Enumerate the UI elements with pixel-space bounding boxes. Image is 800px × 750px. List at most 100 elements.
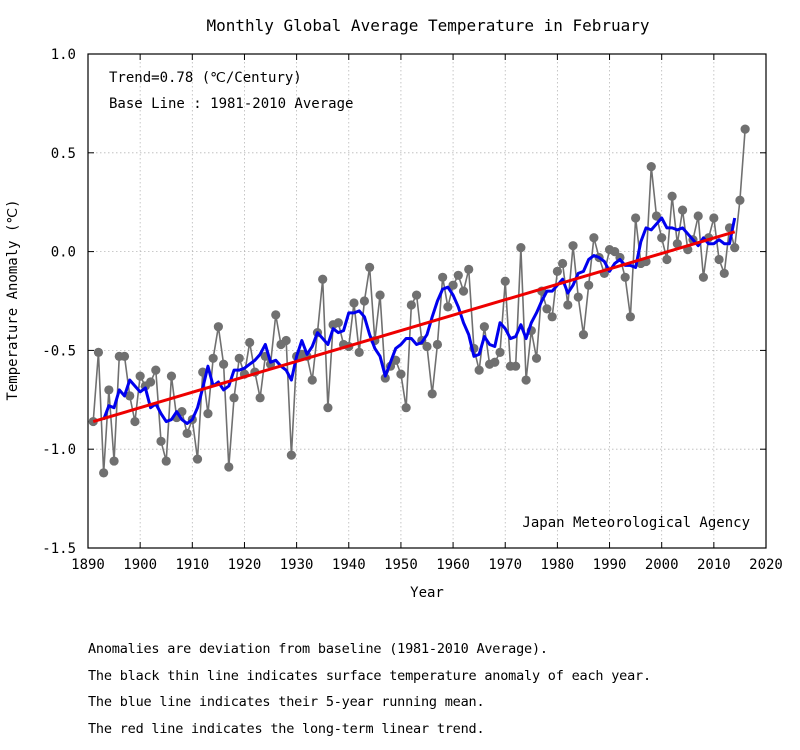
data-point xyxy=(229,393,239,403)
data-point xyxy=(271,310,281,320)
y-axis-ticks: 1.0 0.5 0.0 -0.5 -1.0 -1.5 xyxy=(42,47,766,557)
data-point xyxy=(93,347,104,357)
data-point xyxy=(578,329,589,340)
data-point xyxy=(698,272,709,282)
data-point xyxy=(219,359,229,369)
data-point xyxy=(130,416,140,427)
data-point xyxy=(208,353,218,363)
data-point xyxy=(558,258,568,269)
x-tick-label: 2020 xyxy=(749,557,783,573)
data-point xyxy=(151,365,161,375)
x-tick-label: 1900 xyxy=(123,557,157,573)
data-point xyxy=(474,365,484,375)
annotation-baseline: Base Line : 1981-2010 Average xyxy=(109,96,353,112)
data-point xyxy=(610,247,620,257)
x-tick-label: 1910 xyxy=(175,557,209,573)
data-point xyxy=(552,266,562,276)
data-point xyxy=(672,239,682,249)
annotation-trend: Trend=0.78 (℃/Century) xyxy=(109,70,302,86)
x-tick-label: 1920 xyxy=(228,557,262,573)
data-point xyxy=(125,391,135,401)
data-point xyxy=(349,298,359,308)
data-point xyxy=(531,353,542,363)
data-point xyxy=(213,322,223,332)
data-point xyxy=(677,205,688,215)
grid-lines xyxy=(88,54,766,548)
data-point xyxy=(657,233,667,243)
data-point xyxy=(563,300,573,310)
data-point xyxy=(99,468,109,478)
annual-anomaly-series xyxy=(88,124,750,478)
data-point xyxy=(443,302,453,312)
y-tick-label: -0.5 xyxy=(42,343,76,359)
y-tick-label: 0.0 xyxy=(51,245,76,261)
x-tick-label: 1960 xyxy=(436,557,470,573)
annotation-source: Japan Meteorological Agency xyxy=(522,515,750,531)
data-point xyxy=(464,264,474,274)
data-point xyxy=(318,274,328,284)
x-tick-label: 1940 xyxy=(332,557,366,573)
y-tick-label: 0.5 xyxy=(51,146,76,162)
data-point xyxy=(104,385,114,395)
data-point xyxy=(495,347,505,357)
data-point xyxy=(458,286,469,296)
data-point xyxy=(224,462,234,472)
data-point xyxy=(568,241,578,251)
data-point xyxy=(192,454,203,464)
x-tick-label: 2010 xyxy=(697,557,731,573)
x-tick-label: 1890 xyxy=(71,557,105,573)
data-point xyxy=(375,290,385,300)
data-point xyxy=(401,403,411,413)
data-point xyxy=(542,304,552,314)
data-point xyxy=(589,233,599,243)
data-point xyxy=(427,389,437,399)
data-point xyxy=(166,371,177,381)
data-point xyxy=(234,353,244,363)
plot-frame xyxy=(87,53,767,549)
data-point xyxy=(286,450,296,460)
data-point xyxy=(365,262,375,273)
running-mean-series xyxy=(102,216,737,426)
trend-line-series xyxy=(92,230,736,423)
data-point xyxy=(740,124,750,134)
data-point xyxy=(396,369,406,379)
data-point xyxy=(182,428,192,438)
data-point xyxy=(620,272,630,282)
data-point xyxy=(662,254,672,265)
x-tick-label: 1970 xyxy=(488,557,522,573)
x-tick-label: 1950 xyxy=(384,557,418,573)
data-point xyxy=(511,361,521,371)
note-anomalies: Anomalies are deviation from baseline (1… xyxy=(88,641,548,657)
running-mean-line xyxy=(102,216,737,426)
data-point xyxy=(625,312,636,322)
data-point xyxy=(453,270,463,280)
data-point xyxy=(651,211,662,221)
note-black-line: The black thin line indicates surface te… xyxy=(88,667,651,684)
data-point xyxy=(714,254,724,265)
data-point xyxy=(422,341,432,352)
data-point xyxy=(307,375,317,385)
data-point xyxy=(521,375,531,385)
data-point xyxy=(631,213,641,223)
data-point xyxy=(161,456,171,466)
data-point xyxy=(432,339,443,350)
data-point xyxy=(145,377,156,387)
data-point xyxy=(693,211,703,221)
y-tick-label: -1.0 xyxy=(42,442,76,458)
data-point xyxy=(735,195,745,205)
data-point xyxy=(156,436,166,446)
data-point xyxy=(479,322,489,332)
data-point xyxy=(354,347,364,357)
data-point xyxy=(109,456,119,466)
x-tick-label: 1980 xyxy=(541,557,575,573)
data-point xyxy=(135,371,145,381)
plot-area xyxy=(88,54,766,548)
x-tick-label: 1990 xyxy=(593,557,627,573)
y-tick-label: -1.5 xyxy=(42,541,76,557)
data-point xyxy=(500,276,510,286)
x-axis-ticks: 1890 1900 1910 1920 1930 1940 1950 1960 1970 1980… xyxy=(71,54,783,573)
data-point xyxy=(203,409,213,419)
data-point xyxy=(281,335,291,346)
data-point xyxy=(730,243,740,253)
data-point xyxy=(516,243,526,253)
